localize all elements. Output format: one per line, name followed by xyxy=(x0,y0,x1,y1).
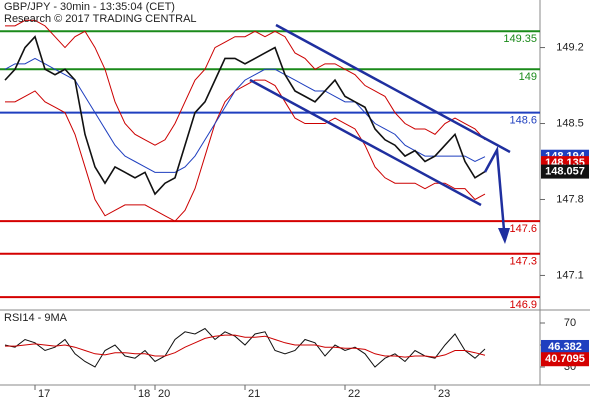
price-label: 148.057 xyxy=(545,165,585,177)
level-label: 147.6 xyxy=(509,223,537,235)
y-tick-label: 148.5 xyxy=(556,117,584,129)
x-tick-label: 22 xyxy=(348,388,360,400)
rsi-label-box xyxy=(541,352,589,367)
x-tick-label: 20 xyxy=(158,388,170,400)
x-tick-label: 17 xyxy=(38,388,50,400)
series-line xyxy=(4,57,486,173)
series-line xyxy=(4,327,486,368)
x-tick-label: 21 xyxy=(248,388,260,400)
x-tick-label: 18 xyxy=(138,388,150,400)
series-line xyxy=(5,334,486,358)
series-line xyxy=(5,79,486,222)
level-label: 146.9 xyxy=(509,299,537,311)
series-line xyxy=(4,35,486,196)
rsi-title: RSI14 - 9MA xyxy=(4,312,68,324)
rsi-label: 40.7095 xyxy=(545,353,585,365)
price-panel: 149.2 148.5 147.8 147.1 149.35 149 148.6 147.6 1… xyxy=(0,19,589,311)
arrow-head xyxy=(498,228,510,244)
rsi-label-box xyxy=(541,339,589,354)
x-tick-label: 23 xyxy=(438,388,450,400)
level-label: 147.3 xyxy=(509,256,537,268)
channel-line xyxy=(275,23,511,154)
y-tick-label: 149.2 xyxy=(556,41,584,53)
rsi-label: 46.382 xyxy=(548,341,582,353)
level-label: 149 xyxy=(519,71,537,83)
y-tick-label: 147.1 xyxy=(556,269,584,281)
y-tick-label: 147.8 xyxy=(556,193,584,205)
level-label: 148.6 xyxy=(509,115,537,127)
channel-line xyxy=(249,78,482,207)
chart-title: GBP/JPY - 30min - 13:35:04 (CET) xyxy=(4,1,175,13)
price-label-box xyxy=(541,164,589,179)
y-tick-label: 70 xyxy=(564,317,576,329)
series-line xyxy=(5,19,486,146)
forecast-arrow xyxy=(483,145,506,231)
chart-subtitle: Research © 2017 TRADING CENTRAL xyxy=(4,13,197,25)
level-label: 149.35 xyxy=(503,33,537,45)
